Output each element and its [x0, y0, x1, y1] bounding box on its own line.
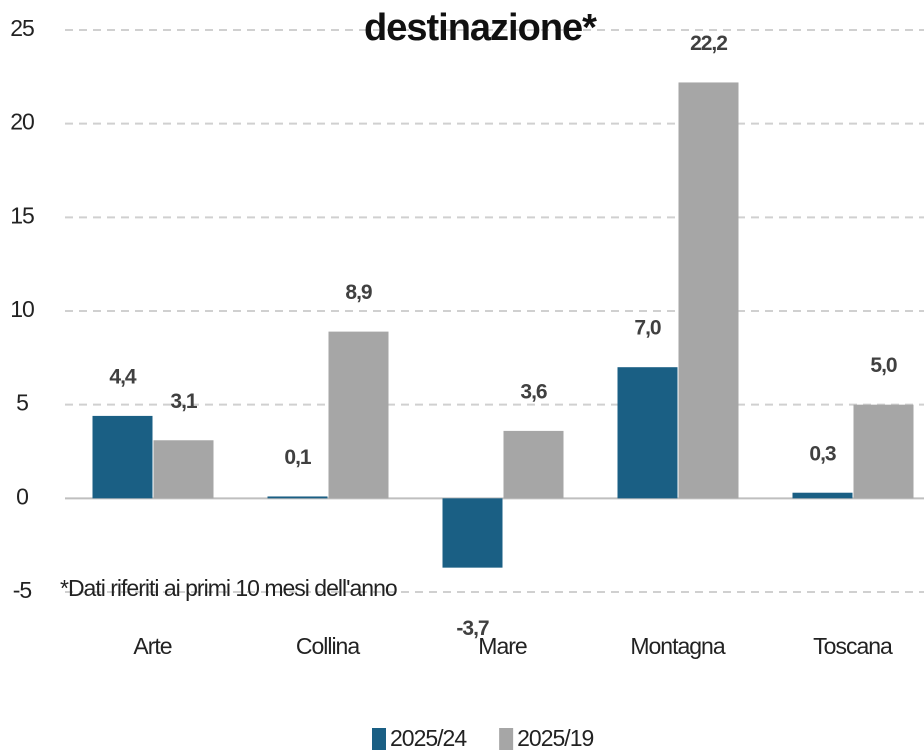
chart-title: destinazione*: [364, 7, 597, 49]
bar: [503, 430, 564, 499]
bar: [328, 331, 389, 499]
y-tick-label: 10: [10, 296, 34, 322]
bar: [853, 404, 914, 499]
x-tick-label: Arte: [133, 633, 171, 659]
bar: [267, 496, 328, 499]
data-label: 8,9: [345, 281, 372, 304]
data-label: 5,0: [870, 354, 897, 377]
bar: [617, 367, 678, 499]
y-tick-label: 0: [16, 483, 28, 509]
data-label: 7,0: [634, 317, 661, 340]
legend-swatch: [499, 728, 514, 750]
y-tick-label: 5: [16, 390, 28, 416]
data-label: 3,1: [170, 390, 198, 413]
y-tick-label: 25: [10, 15, 34, 41]
x-tick-label: Montagna: [630, 633, 726, 659]
bar: [678, 82, 739, 499]
data-label: 0,1: [284, 446, 312, 469]
x-tick-label: Collina: [296, 633, 361, 659]
data-label: 22,2: [690, 32, 727, 55]
data-label: 3,6: [520, 380, 547, 403]
data-label: -3,7: [456, 617, 489, 640]
legend-label: 2025/19: [517, 725, 593, 751]
y-tick-label: -5: [13, 577, 32, 603]
bar: [153, 440, 214, 499]
legend-swatch: [372, 728, 386, 750]
x-tick-label: Mare: [478, 633, 527, 659]
data-label: 0,3: [809, 442, 836, 465]
x-tick-label: Toscana: [813, 633, 893, 659]
y-tick-label: 15: [10, 202, 34, 228]
bar: [92, 415, 153, 499]
data-label: 4,4: [109, 365, 137, 388]
bar: [442, 498, 503, 568]
annotation: *Dati riferiti ai primi 10 mesi dell'ann…: [60, 575, 397, 601]
y-tick-label: 20: [10, 109, 34, 135]
bar: [792, 492, 853, 499]
legend-label: 2025/24: [390, 725, 467, 751]
